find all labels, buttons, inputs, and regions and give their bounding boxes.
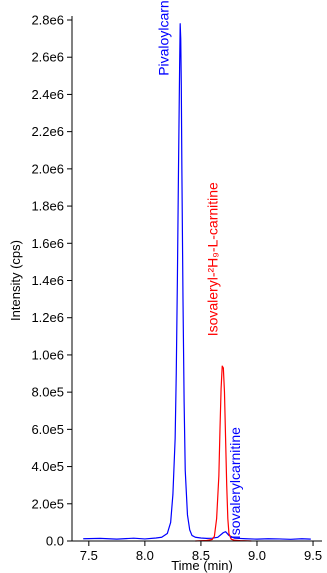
x-tick-label: 8.5: [192, 548, 210, 563]
y-tick-label: 1.8e6: [31, 199, 64, 214]
y-tick-label: 8.0e5: [31, 385, 64, 400]
annotation-label: Isovaleryl-²H₉-L-carnitine: [205, 182, 221, 336]
x-axis-title: Time (min): [171, 558, 233, 573]
y-tick-label: 2.2e6: [31, 124, 64, 139]
annotation-label: Pivaloylcarnitine: [155, 0, 171, 76]
series-line-2: [195, 365, 252, 542]
x-tick-label: 8.0: [136, 548, 154, 563]
y-axis-title: Intensity (cps): [8, 240, 23, 321]
x-axis-ticks: 7.5 8.0 8.5 9.0 9.5: [80, 541, 322, 563]
x-tick-label: 9.5: [304, 548, 322, 563]
annotation-label: Isovalerylcarnitine: [227, 427, 243, 539]
y-tick-label: 2.4e6: [31, 87, 64, 102]
y-tick-label: 2.0e6: [31, 161, 64, 176]
y-tick-label: 2.6e6: [31, 50, 64, 65]
y-axis-ticks: 0.0 2.0e5 4.0e5 6.0e5 8.0e5 1.0e6 1.2e6 1.4e6 1.…: [31, 13, 72, 549]
y-tick-label: 1.4e6: [31, 273, 64, 288]
y-tick-label: 2.0e5: [31, 496, 64, 511]
y-tick-label: 1.2e6: [31, 310, 64, 325]
y-tick-label: 2.8e6: [31, 13, 64, 28]
y-tick-label: 1.0e6: [31, 347, 64, 362]
y-tick-label: 4.0e5: [31, 459, 64, 474]
x-tick-label: 9.0: [248, 548, 266, 563]
x-tick-label: 7.5: [80, 548, 98, 563]
plot-lines: [83, 23, 311, 542]
y-tick-label: 1.6e6: [31, 236, 64, 251]
y-tick-label: 0.0: [46, 534, 64, 549]
series-line-1: [83, 23, 311, 540]
axes: [71, 16, 322, 542]
peak-annotations: Pivaloylcarnitine Isovaleryl-²H₉-L-carnit…: [155, 0, 243, 539]
y-tick-label: 6.0e5: [31, 422, 64, 437]
